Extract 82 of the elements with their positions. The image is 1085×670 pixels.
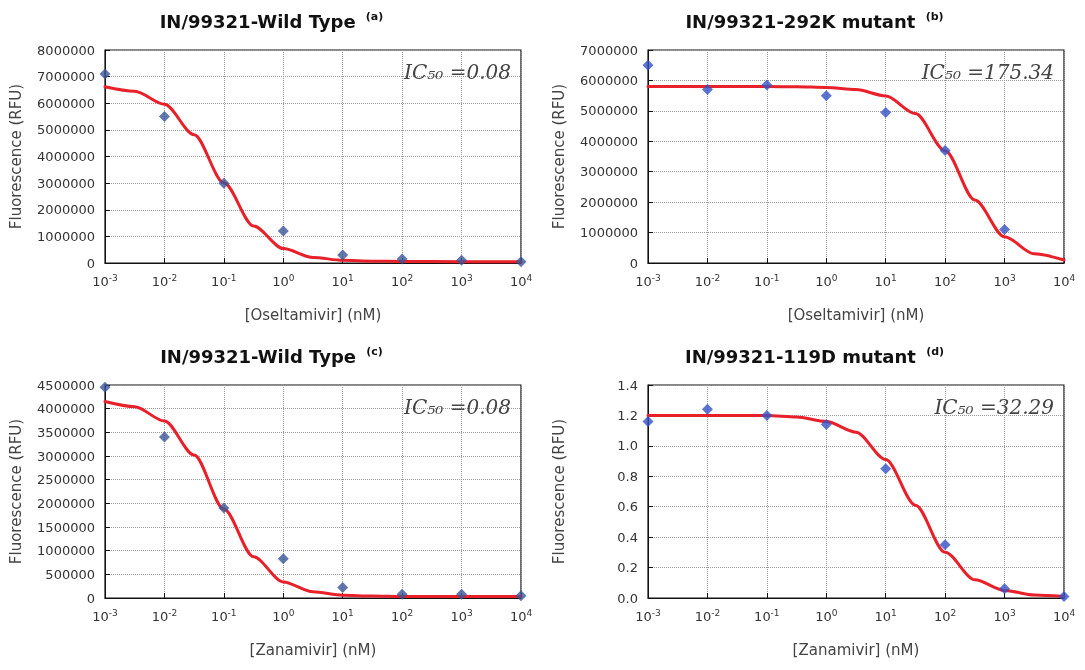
chart-title: IN/99321-119D mutant (d) — [684, 345, 944, 367]
annotation: IC₅₀ =0.08 — [403, 60, 512, 84]
point — [820, 419, 832, 431]
y-tick-label: 1.2 — [616, 407, 638, 423]
point — [337, 249, 349, 261]
y-tick-label: 6000000 — [37, 95, 95, 111]
y-tick-label: 4000000 — [37, 401, 95, 417]
point — [456, 254, 468, 266]
y-tick-label: 2500000 — [37, 472, 95, 488]
y-axis-title: Fluorescence (RFU) — [6, 418, 25, 565]
point — [760, 409, 772, 421]
y-tick-label: 4000000 — [579, 133, 638, 149]
point — [939, 144, 951, 156]
y-tick-label: 7000000 — [579, 42, 638, 58]
point — [642, 416, 653, 428]
point — [456, 588, 468, 600]
y-tick-label: 4500000 — [37, 377, 95, 393]
point — [277, 225, 289, 237]
y-tick-label: 4000000 — [37, 149, 95, 164]
y-tick-label: 1500000 — [37, 519, 95, 535]
y-tick-label: 0 — [86, 590, 95, 606]
y-tick-label: 0.2 — [616, 560, 638, 576]
point — [158, 111, 170, 123]
y-tick-label: 0.0 — [616, 590, 638, 606]
annotation: IC₅₀ =0.08 — [403, 395, 512, 419]
point — [99, 68, 111, 80]
y-tick-label: 2000000 — [37, 202, 95, 218]
y-axis-title: Fluorescence (RFU) — [549, 83, 567, 230]
chart-title: IN/99321-Wild Type (a) — [159, 10, 384, 32]
y-tick-label: 0 — [629, 255, 638, 271]
y-tick-label: 2000000 — [579, 194, 638, 210]
y-tick-label: 0 — [86, 255, 95, 271]
y-axis-title: Fluorescence (RFU) — [6, 83, 25, 230]
point — [515, 256, 527, 268]
point — [515, 590, 527, 602]
y-tick-label: 1.0 — [616, 438, 638, 454]
y-tick-label: 3000000 — [37, 175, 95, 191]
x-axis-title: [Oseltamivir] (nM) — [787, 305, 924, 324]
y-tick-label: 5000000 — [579, 103, 638, 119]
y-tick-label: 5000000 — [37, 122, 95, 138]
point — [642, 59, 653, 71]
chart-title: IN/99321-Wild Type (c) — [160, 345, 383, 367]
point — [998, 583, 1010, 595]
x-axis-title: [Zanamivir] (nM) — [249, 640, 377, 659]
point — [701, 84, 713, 96]
point — [396, 588, 408, 600]
y-tick-label: 0.4 — [616, 529, 638, 545]
annotation: IC₅₀ =175.34 — [920, 60, 1054, 84]
point — [396, 253, 408, 265]
point — [879, 106, 891, 118]
point — [820, 90, 832, 102]
point — [99, 381, 111, 393]
y-tick-label: 3500000 — [37, 424, 95, 440]
point — [218, 502, 230, 514]
y-axis-title: Fluorescence (RFU) — [549, 418, 567, 565]
point — [701, 403, 713, 415]
y-tick-label: 2000000 — [37, 495, 95, 511]
y-tick-label: 6000000 — [579, 72, 638, 88]
chart-title: IN/99321-292K mutant (b) — [684, 10, 944, 32]
y-tick-label: 3000000 — [37, 448, 95, 464]
point — [337, 582, 349, 594]
y-tick-label: 8000000 — [37, 42, 95, 58]
x-axis-title: [Zanamivir] (nM) — [792, 640, 919, 659]
point — [218, 177, 230, 189]
y-tick-label: 7000000 — [37, 69, 95, 85]
y-tick-label: 0.6 — [616, 499, 638, 515]
point — [939, 539, 951, 551]
y-tick-label: 3000000 — [579, 164, 638, 180]
y-tick-label: 0.8 — [616, 468, 638, 484]
y-tick-label: 1000000 — [579, 225, 638, 241]
point — [277, 553, 289, 565]
y-tick-label: 1.4 — [616, 377, 638, 393]
point — [760, 79, 772, 91]
y-tick-label: 1000000 — [37, 228, 95, 244]
x-axis-title: [Oseltamivir] (nM) — [244, 305, 382, 324]
y-tick-label: 500000 — [45, 566, 95, 582]
point — [158, 431, 170, 443]
point — [998, 224, 1010, 236]
y-tick-label: 1000000 — [37, 543, 95, 559]
point — [879, 463, 891, 475]
point — [1058, 590, 1069, 602]
annotation: IC₅₀ =32.29 — [932, 395, 1054, 419]
